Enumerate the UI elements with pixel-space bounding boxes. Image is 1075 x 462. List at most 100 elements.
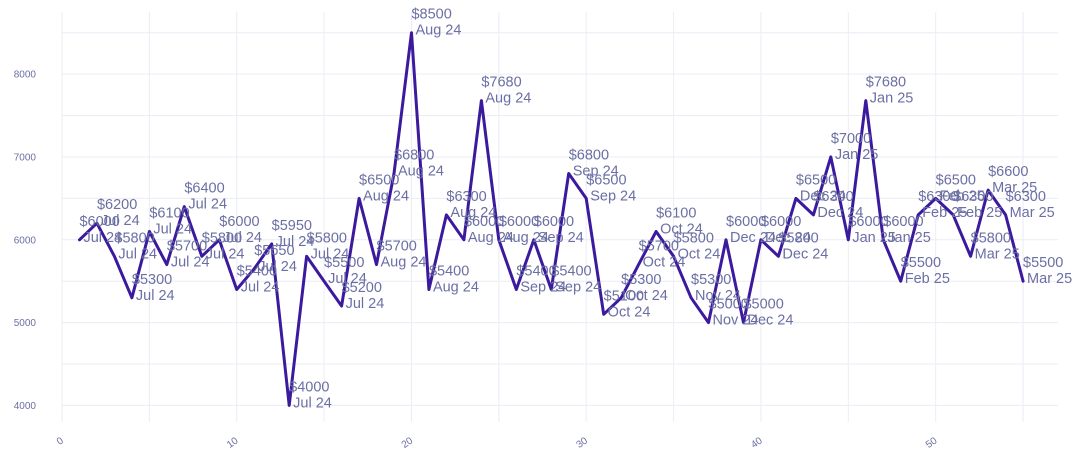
data-label-value: $5400 <box>237 263 277 279</box>
data-label-period: Aug 24 <box>485 91 531 107</box>
data-label-value: $5800 <box>971 230 1011 246</box>
data-label-period: Dec 24 <box>730 230 776 246</box>
data-label-period: Jul 24 <box>206 246 245 262</box>
data-label-value: $5400 <box>429 263 469 279</box>
data-label-value: $5800 <box>307 230 347 246</box>
data-label-period: Dec 24 <box>765 230 811 246</box>
data-label-period: Jul 24 <box>258 259 297 275</box>
data-label-period: Nov 24 <box>713 313 759 329</box>
data-label-period: Jul 24 <box>328 271 367 287</box>
y-tick-label: 6000 <box>14 235 37 246</box>
x-tick-label: 30 <box>575 435 591 451</box>
data-label-value: $6400 <box>184 181 224 197</box>
data-label-period: Feb 25 <box>940 188 985 204</box>
data-label-value: $6300 <box>1006 189 1046 205</box>
data-label-period: Jul 24 <box>153 221 192 237</box>
data-label-value: $5800 <box>674 230 714 246</box>
data-label-period: Oct 24 <box>608 304 651 320</box>
data-label-value: $5950 <box>272 218 312 234</box>
data-label-value: $5300 <box>621 272 661 288</box>
data-label-period: Jul 24 <box>188 197 227 213</box>
data-label-period: Oct 24 <box>678 246 721 262</box>
data-label-value: $5500 <box>901 255 941 271</box>
data-label-value: $6000 <box>534 214 574 230</box>
data-label-period: Mar 25 <box>975 246 1020 262</box>
data-label-period: Jul 24 <box>241 279 280 295</box>
data-label-period: Jul 24 <box>276 234 315 250</box>
data-label-period: Jan 25 <box>852 230 896 246</box>
data-label-value: $5000 <box>709 297 749 313</box>
data-label-period: Dec 24 <box>800 188 846 204</box>
data-label-value: $5650 <box>254 243 294 259</box>
data-label-value: $6200 <box>97 197 137 213</box>
data-label-period: Nov 24 <box>695 288 741 304</box>
data-label-period: Mar 25 <box>1027 271 1072 287</box>
data-label-value: $6500 <box>796 172 836 188</box>
data-label-value: $7000 <box>831 131 871 147</box>
x-tick-label: 50 <box>924 435 940 451</box>
data-label-period: Jul 24 <box>171 255 210 271</box>
data-label-period: Sep 24 <box>520 279 566 295</box>
data-label-value: $7680 <box>481 75 521 91</box>
data-label-period: Oct 24 <box>643 255 686 271</box>
data-label-value: $6300 <box>813 189 853 205</box>
y-tick-label: 5000 <box>14 318 37 329</box>
data-label-period: Aug 24 <box>398 164 444 180</box>
data-label-period: Jan 25 <box>870 91 914 107</box>
x-tick-label: 0 <box>55 435 66 447</box>
x-tick-label: 20 <box>400 435 416 451</box>
data-label-period: Aug 24 <box>503 230 549 246</box>
data-label-period: Dec 24 <box>782 246 828 262</box>
data-label-period: Oct 24 <box>625 288 668 304</box>
data-label-value: $6100 <box>149 205 189 221</box>
data-label-period: Oct 24 <box>660 221 703 237</box>
data-label-period: Aug 24 <box>381 255 427 271</box>
data-label-value: $6300 <box>918 189 958 205</box>
data-label-value: $5200 <box>342 280 382 296</box>
data-label-value: $6600 <box>988 164 1028 180</box>
data-label-value: $6000 <box>464 214 504 230</box>
data-label-value: $8500 <box>411 7 451 23</box>
data-label-value: $5700 <box>377 239 417 255</box>
data-label-period: Feb 25 <box>922 205 967 221</box>
data-label-period: Dec 24 <box>747 313 793 329</box>
data-label-value: $7680 <box>866 75 906 91</box>
data-label-period: Jul 24 <box>118 246 157 262</box>
data-label-value: $5500 <box>1023 255 1063 271</box>
